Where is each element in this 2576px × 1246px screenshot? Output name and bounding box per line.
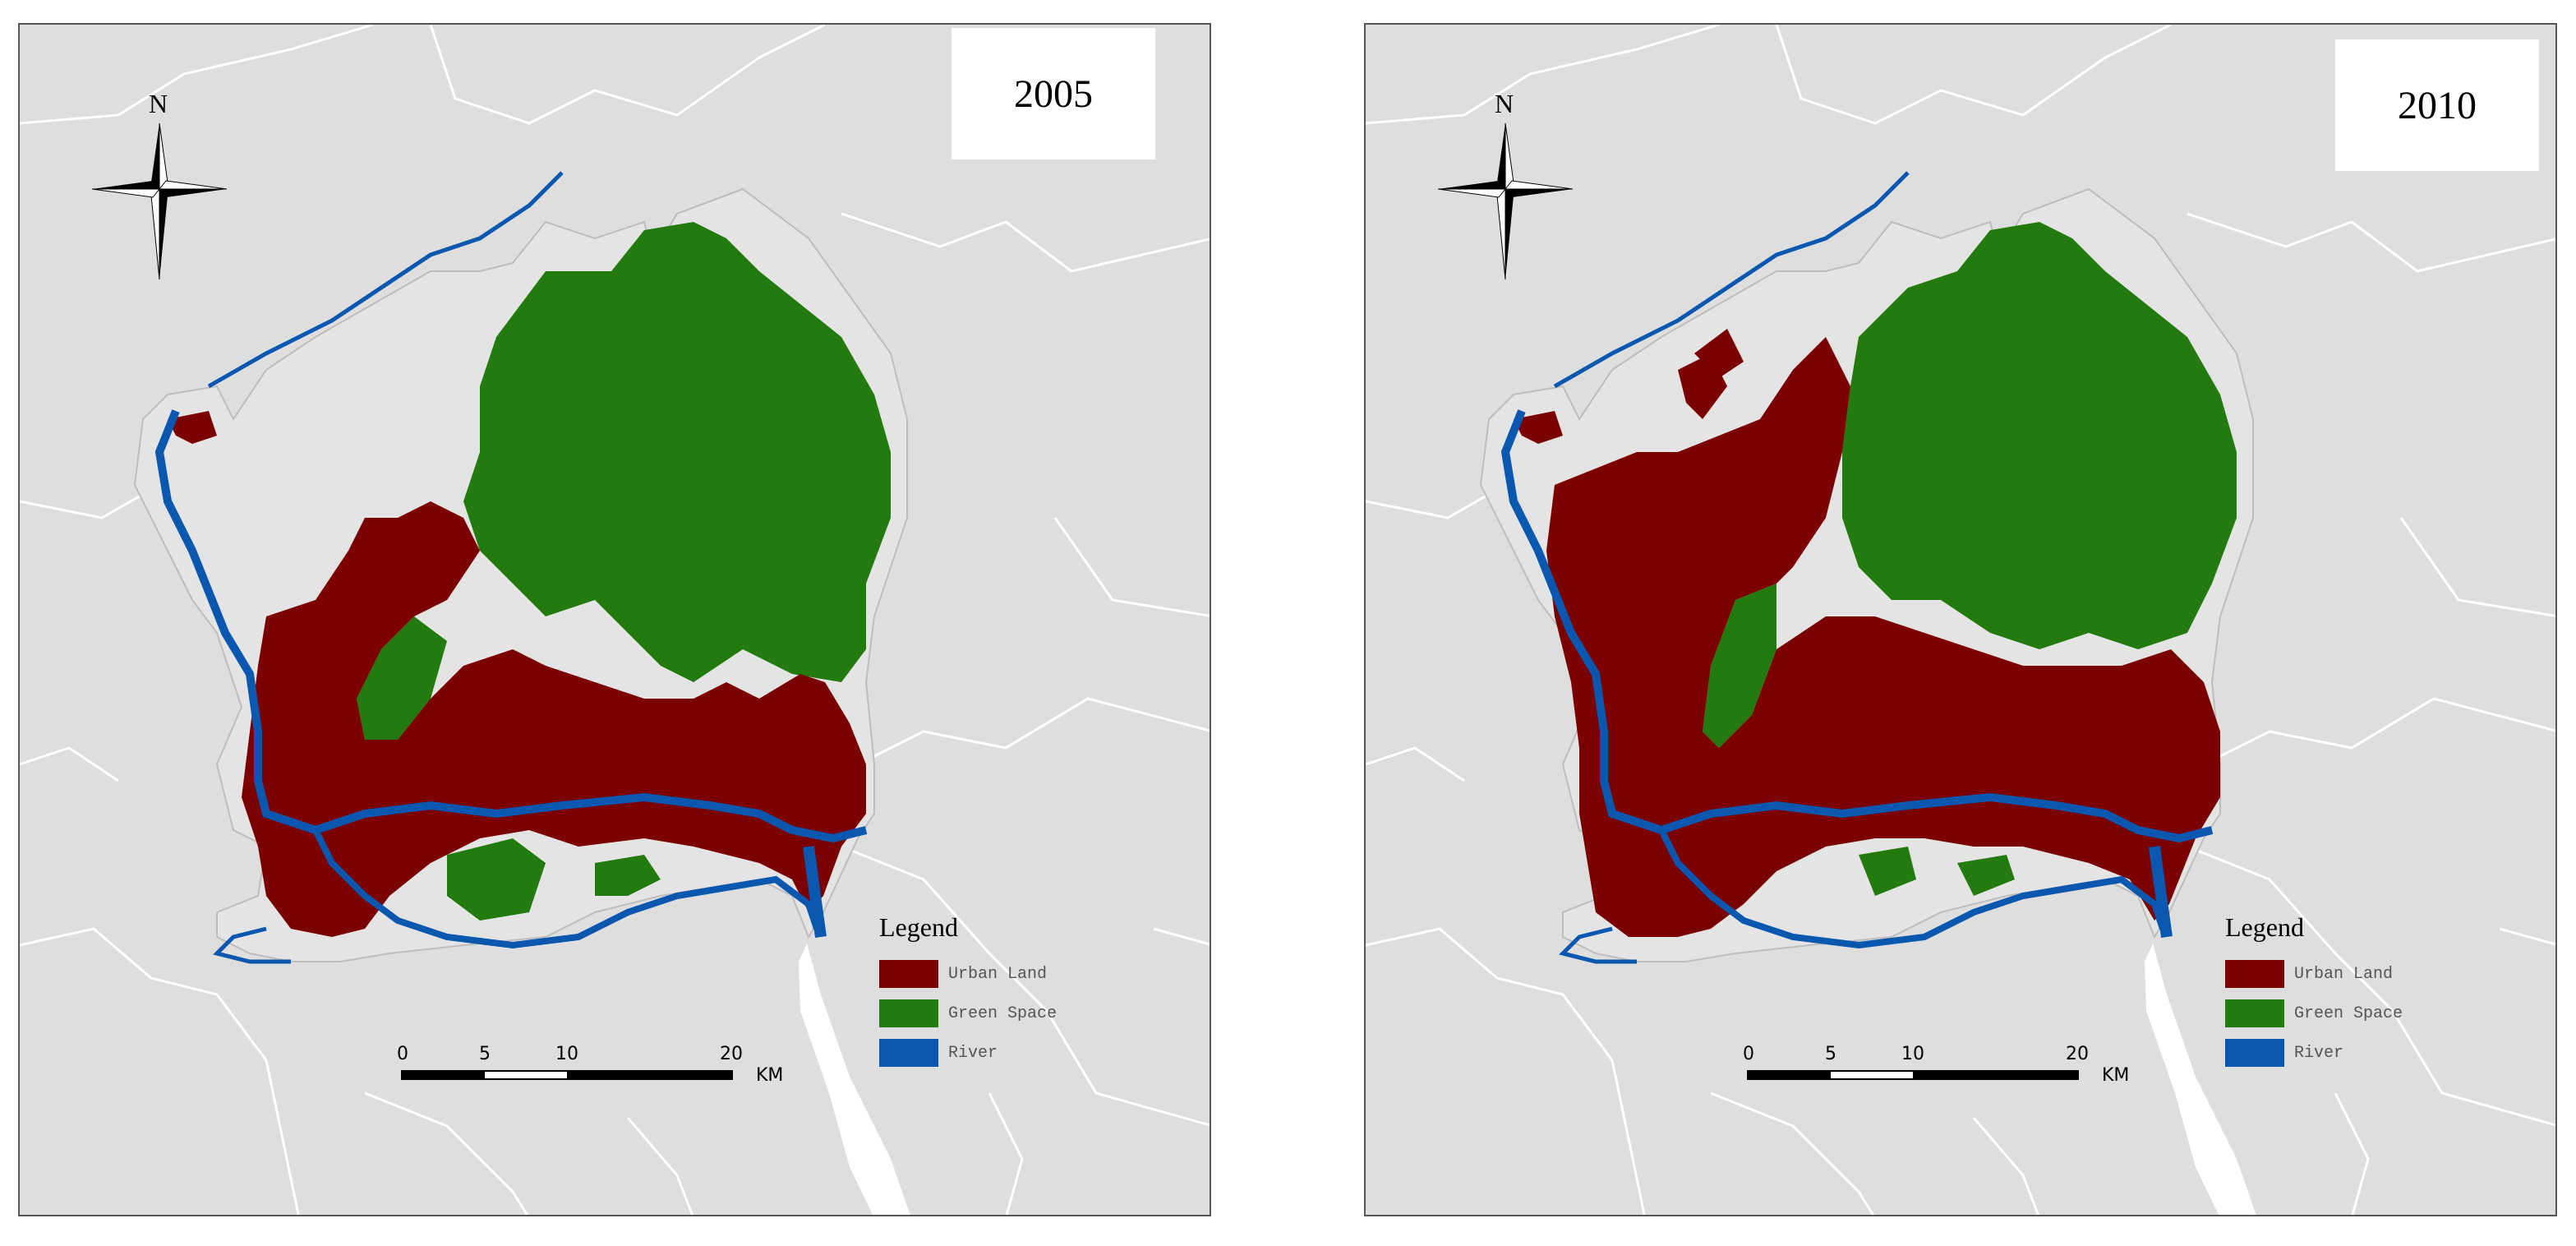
river-swatch	[879, 1039, 938, 1067]
legend-title: Legend	[879, 912, 958, 942]
green-space-south	[1859, 847, 1916, 896]
scale-bar-graphic	[401, 1070, 733, 1080]
legend-item-green-space: Green Space	[879, 994, 1126, 1033]
southwest-river	[213, 926, 291, 964]
green-space-main	[1842, 222, 2237, 649]
scale-unit: KM	[2102, 1065, 2130, 1086]
legend-title: Legend	[2225, 912, 2304, 942]
urban-land-northwest	[1514, 411, 1563, 444]
legend: Legend Urban Land Green Space River	[879, 912, 1126, 1073]
scale-unit: KM	[756, 1065, 784, 1086]
compass-icon	[92, 122, 227, 279]
legend-item-urban-land: Urban Land	[2225, 954, 2472, 994]
scale-bar: 0 5 10 20 KM	[397, 1044, 783, 1101]
map-panel-2005: 2005 N Legend Urban Land Green Space	[18, 23, 1211, 1216]
north-river	[1553, 171, 1910, 389]
green-space-west	[1703, 584, 1776, 748]
north-label: N	[149, 89, 168, 118]
green-space-swatch	[2225, 999, 2284, 1027]
map-panel-2010: 2010 N Legend Urban Land Green Space	[1364, 23, 2557, 1216]
land-use-map-2005	[20, 25, 1210, 1215]
compass-icon	[1438, 122, 1573, 279]
estuary	[799, 944, 910, 1215]
southwest-river	[1559, 926, 1637, 964]
scale-tick-5: 5	[479, 1044, 491, 1064]
legend-label: Urban Land	[948, 964, 1048, 984]
scale-bar: 0 5 10 20 KM	[1743, 1044, 2129, 1101]
legend-label: River	[948, 1043, 998, 1063]
legend-item-green-space: Green Space	[2225, 994, 2472, 1033]
scale-tick-10: 10	[1901, 1044, 1924, 1064]
legend-label: Urban Land	[2294, 964, 2394, 984]
urban-land-swatch	[2225, 960, 2284, 988]
river-mouth	[2149, 846, 2173, 938]
legend-item-urban-land: Urban Land	[879, 954, 1126, 994]
legend-label: Green Space	[2294, 1004, 2403, 1023]
green-space-south	[447, 838, 546, 921]
legend-item-river: River	[2225, 1033, 2472, 1073]
river-mouth	[803, 846, 827, 938]
urban-land-northcentral	[1694, 329, 1744, 378]
year-label: 2005	[952, 28, 1155, 159]
legend: Legend Urban Land Green Space River	[2225, 912, 2472, 1073]
river-swatch	[2225, 1039, 2284, 1067]
south-channel	[1658, 828, 2166, 949]
scale-bar-graphic	[1747, 1070, 2079, 1080]
urban-land-core	[242, 501, 866, 937]
land-use-map-2010	[1366, 25, 2555, 1215]
urban-land-swatch	[879, 960, 938, 988]
north-river	[207, 171, 564, 389]
estuary	[2145, 944, 2256, 1215]
scale-tick-20: 20	[2066, 1044, 2089, 1064]
admin-boundaries	[1366, 25, 2555, 1215]
scale-tick-0: 0	[1743, 1044, 1754, 1064]
green-space-main	[463, 222, 891, 682]
scale-tick-0: 0	[397, 1044, 408, 1064]
south-channel	[312, 828, 820, 949]
scale-tick-10: 10	[555, 1044, 578, 1064]
scale-tick-20: 20	[720, 1044, 743, 1064]
green-space-island	[1957, 855, 2015, 896]
year-label: 2010	[2335, 39, 2539, 171]
urban-land-core	[1546, 337, 2220, 937]
legend-label: Green Space	[948, 1004, 1058, 1023]
green-space-island	[595, 855, 661, 896]
north-label: N	[1495, 89, 1514, 118]
scale-tick-5: 5	[1825, 1044, 1836, 1064]
urban-land-northwest	[168, 411, 217, 444]
green-space-west	[357, 616, 447, 740]
admin-boundaries	[20, 25, 1210, 1215]
legend-item-river: River	[879, 1033, 1126, 1073]
legend-label: River	[2294, 1043, 2344, 1063]
green-space-swatch	[879, 999, 938, 1027]
